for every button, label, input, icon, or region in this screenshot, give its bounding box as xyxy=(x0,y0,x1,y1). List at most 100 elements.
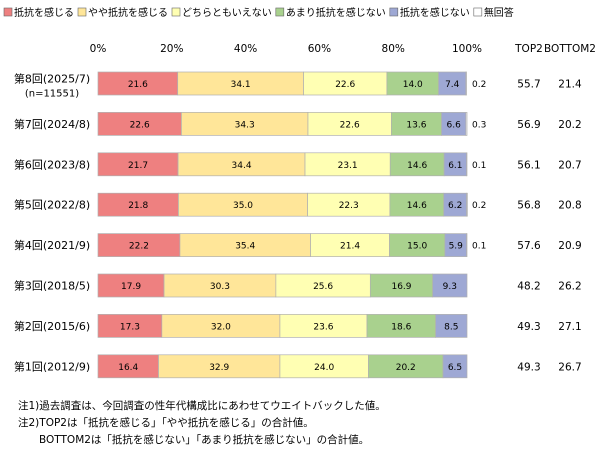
bar-segment-r1-s5 xyxy=(465,112,468,136)
data-label-r2-s3: 14.6 xyxy=(407,161,427,171)
data-label-r3-s1: 35.0 xyxy=(233,201,253,211)
footnote-3: BOTTOM2は「抵抗を感じない」「あまり抵抗を感じない」の合計値。 xyxy=(18,434,370,446)
summary-value-bottom2-3: 20.8 xyxy=(558,200,581,212)
summary-header-top2: TOP2 xyxy=(514,43,543,55)
data-label-r6-s4: 8.5 xyxy=(444,322,458,332)
data-label-r5-s4: 9.3 xyxy=(443,282,457,292)
summary-header-bottom2: BOTTOM2 xyxy=(544,43,596,55)
data-label-r4-s5: 0.1 xyxy=(472,242,486,252)
category-label-4: 第4回(2021/9) xyxy=(14,238,90,252)
data-label-r0-s1: 34.1 xyxy=(231,80,251,90)
data-label-r1-s1: 34.3 xyxy=(235,120,255,130)
summary-value-bottom2-4: 20.9 xyxy=(558,240,581,252)
bars: 21.6 34.1 22.6 14.0 7.4 0.2 22.6 34.3 22.6 13.6 6.… xyxy=(97,71,486,379)
legend: 抵抗を感じる やや抵抗を感じる どちらともいえない あまり抵抗を感じない 抵抗を感じない… xyxy=(3,6,514,19)
data-label-r1-s2: 22.6 xyxy=(340,120,360,130)
footnote-1: 注1)過去調査は、今回調査の性年代構成比にあわせてウエイトバックした値。 xyxy=(18,400,386,412)
data-label-r7-s1: 32.9 xyxy=(209,363,229,373)
x-axis: 0% 20% 40% 60% 80% 100% xyxy=(90,43,482,55)
bar-segment-r6-s4 xyxy=(435,314,468,338)
footnotes: 注1)過去調査は、今回調査の性年代構成比にあわせてウエイトバックした値。 注2)… xyxy=(18,398,386,449)
data-label-r0-s4: 7.4 xyxy=(445,80,460,90)
x-tick-label-5: 100% xyxy=(452,43,482,55)
legend-swatch-3 xyxy=(275,7,285,17)
category-label-5: 第3回(2018/5) xyxy=(14,279,90,293)
data-label-r0-s2: 22.6 xyxy=(335,80,355,90)
data-label-r5-s1: 30.3 xyxy=(210,282,230,292)
x-tick-label-1: 20% xyxy=(160,43,183,55)
x-tick-label-4: 80% xyxy=(382,43,405,55)
data-label-r2-s0: 21.7 xyxy=(128,161,148,171)
bar-row-2: 21.7 34.4 23.1 14.6 6.1 0.1 xyxy=(97,152,486,177)
legend-label-1: やや抵抗を感じる xyxy=(88,6,168,19)
data-label-r4-s0: 22.2 xyxy=(129,242,149,252)
legend-label-4: 抵抗を感じない xyxy=(400,6,470,19)
summary-value-bottom2-2: 20.7 xyxy=(558,159,581,171)
data-label-r4-s2: 21.4 xyxy=(340,242,360,252)
bar-row-5: 17.9 30.3 25.6 16.9 9.3 xyxy=(97,273,468,298)
data-label-r6-s3: 18.6 xyxy=(391,322,411,332)
legend-swatch-4 xyxy=(389,7,399,17)
bar-row-4: 22.2 35.4 21.4 15.0 5.9 0.1 xyxy=(97,233,486,257)
bar-row-1: 22.6 34.3 22.6 13.6 6.6 0.3 xyxy=(97,112,486,136)
data-label-r6-s2: 23.6 xyxy=(313,322,333,332)
bar-row-3: 21.8 35.0 22.3 14.6 6.2 0.2 xyxy=(97,192,486,217)
data-label-r6-s1: 32.0 xyxy=(211,322,231,332)
legend-label-2: どちらともいえない xyxy=(182,7,272,19)
data-label-r2-s2: 23.1 xyxy=(338,161,358,171)
legend-label-5: 無回答 xyxy=(484,6,514,19)
summary-value-bottom2-5: 26.2 xyxy=(558,281,581,293)
footnote-2: 注2)TOP2は「抵抗を感じる」「やや抵抗を感じる」の合計値。 xyxy=(18,417,314,429)
legend-swatch-1 xyxy=(77,7,87,17)
bar-segment-r3-s5 xyxy=(466,192,468,217)
data-label-r2-s4: 6.1 xyxy=(448,161,462,171)
legend-label-3: あまり抵抗を感じない xyxy=(286,6,386,19)
data-label-r5-s2: 25.6 xyxy=(313,282,333,292)
x-tick-label-2: 40% xyxy=(234,43,257,55)
data-label-r3-s2: 22.3 xyxy=(339,201,359,211)
summary-value-top2-5: 48.2 xyxy=(517,281,540,293)
data-label-r2-s1: 34.4 xyxy=(232,161,252,171)
data-label-r1-s4: 6.6 xyxy=(447,120,462,130)
summary-value-top2-0: 55.7 xyxy=(517,79,540,91)
x-tick-label-3: 60% xyxy=(308,43,331,55)
category-label-3: 第5回(2022/8) xyxy=(14,198,90,212)
category-label-2: 第6回(2023/8) xyxy=(14,157,90,171)
summary-value-top2-3: 56.8 xyxy=(517,200,540,212)
legend-swatch-2 xyxy=(171,7,181,17)
summary-value-bottom2-7: 26.7 xyxy=(558,361,581,373)
data-label-r0-s0: 21.6 xyxy=(128,80,148,90)
legend-swatch-0 xyxy=(3,7,13,17)
data-label-r1-s0: 22.6 xyxy=(130,120,150,130)
bar-segment-r5-s4 xyxy=(432,273,468,298)
bar-row-0: 21.6 34.1 22.6 14.0 7.4 0.2 xyxy=(97,71,486,96)
legend-label-0: 抵抗を感じる xyxy=(14,6,74,19)
data-label-r4-s3: 15.0 xyxy=(407,242,427,252)
data-label-r0-s5: 0.2 xyxy=(472,80,486,90)
summary-value-top2-1: 56.9 xyxy=(517,119,540,131)
summary-value-top2-7: 49.3 xyxy=(517,361,540,373)
data-label-r3-s0: 21.8 xyxy=(128,201,148,211)
summary-value-bottom2-0: 21.4 xyxy=(558,79,582,91)
data-label-r4-s4: 5.9 xyxy=(449,242,464,252)
bar-segment-r7-s4 xyxy=(442,354,468,379)
data-label-r3-s5: 0.2 xyxy=(472,201,486,211)
category-labels: 第8回(2025/7) (n=11551) 第7回(2024/8) 第6回(2023/… xyxy=(14,72,90,374)
data-label-r5-s3: 16.9 xyxy=(391,282,411,292)
data-label-r0-s3: 14.0 xyxy=(403,80,423,90)
summary-value-bottom2-6: 27.1 xyxy=(558,321,581,333)
category-label-6: 第2回(2015/6) xyxy=(14,319,90,333)
x-tick-label-0: 0% xyxy=(90,43,107,55)
category-label-7: 第1回(2012/9) xyxy=(14,359,90,373)
summary-value-top2-4: 57.6 xyxy=(517,240,541,252)
legend-swatch-5 xyxy=(473,7,483,17)
data-label-r7-s0: 16.4 xyxy=(118,363,138,373)
data-label-r1-s3: 13.6 xyxy=(406,120,426,130)
data-label-r7-s4: 6.5 xyxy=(448,363,462,373)
data-label-r3-s3: 14.6 xyxy=(407,201,427,211)
data-label-r2-s5: 0.1 xyxy=(472,161,486,171)
bar-segment-r0-s5 xyxy=(465,71,467,96)
summary-value-top2-2: 56.1 xyxy=(517,159,540,171)
category-sublabel-0: (n=11551) xyxy=(25,89,79,100)
